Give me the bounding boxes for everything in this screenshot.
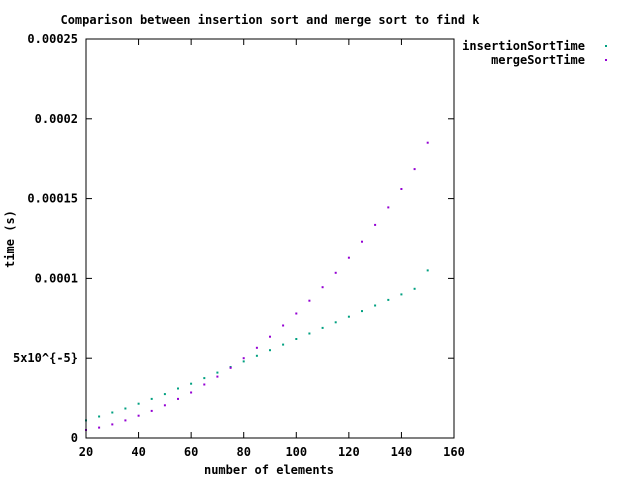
legend-swatch [605, 59, 607, 61]
data-point [163, 393, 166, 396]
chart-title: Comparison between insertion sort and me… [60, 13, 480, 27]
data-point [216, 375, 219, 378]
y-tick-label: 0.0002 [35, 112, 78, 126]
data-point [163, 404, 166, 407]
data-point [269, 335, 271, 338]
data-point [203, 383, 206, 386]
data-point [177, 387, 179, 390]
data-point [282, 324, 285, 327]
x-tick-label: 100 [285, 445, 307, 459]
data-point [255, 346, 258, 349]
data-point [203, 377, 206, 380]
data-point [295, 338, 298, 340]
data-point [321, 326, 324, 329]
data-point [426, 269, 429, 272]
data-point [137, 414, 140, 417]
data-point [255, 354, 258, 357]
data-point [190, 382, 193, 385]
data-point [150, 397, 153, 400]
x-tick-label: 20 [79, 445, 93, 459]
data-point [269, 349, 271, 352]
data-point [282, 343, 285, 346]
data-point [190, 391, 193, 394]
x-tick-label: 160 [443, 445, 465, 459]
data-point [98, 415, 101, 418]
data-point [361, 240, 363, 243]
x-tick-label: 40 [131, 445, 145, 459]
legend-label: mergeSortTime [491, 53, 585, 67]
data-point [308, 332, 311, 335]
y-tick-label: 5x10^{-5} [13, 351, 78, 365]
y-axis-ticks: 0 5x10^{-5} 0.0001 0.00015 0.0002 0.00025 [13, 32, 454, 445]
data-point [242, 360, 245, 363]
data-point [347, 315, 350, 318]
x-tick-label: 120 [338, 445, 360, 459]
x-tick-label: 140 [391, 445, 413, 459]
data-point [216, 371, 219, 374]
data-point [111, 411, 114, 414]
data-point [347, 256, 350, 259]
y-tick-label: 0.00025 [27, 32, 78, 46]
data-point [229, 366, 232, 369]
data-point [137, 402, 140, 405]
data-point [111, 423, 114, 426]
legend-swatch [605, 45, 607, 47]
x-axis-label: number of elements [204, 463, 334, 477]
data-point [334, 321, 337, 324]
data-point [321, 286, 324, 289]
y-axis-label: time (s) [3, 210, 17, 268]
data-point [308, 299, 311, 302]
y-tick-label: 0.0001 [35, 271, 78, 285]
y-tick-label: 0 [71, 431, 78, 445]
data-point [387, 206, 390, 209]
data-point [242, 357, 245, 360]
data-point [426, 141, 429, 144]
data-point [374, 304, 377, 307]
data-point [361, 310, 363, 313]
x-tick-label: 80 [236, 445, 250, 459]
data-point [150, 409, 153, 412]
data-point [124, 419, 127, 422]
x-tick-label: 60 [184, 445, 198, 459]
y-tick-label: 0.00015 [27, 192, 78, 206]
data-point [295, 312, 298, 315]
data-point [374, 223, 377, 226]
data-point [177, 397, 179, 400]
data-point [400, 293, 403, 296]
data-point [400, 188, 403, 190]
data-points [85, 141, 429, 431]
data-point [124, 407, 127, 410]
data-point [387, 298, 390, 301]
data-point [334, 271, 337, 274]
x-axis-ticks: 20 40 60 80 100 120 140 160 [79, 39, 465, 459]
series-2-points [85, 141, 429, 431]
legend-label: insertionSortTime [462, 39, 585, 53]
data-point [413, 168, 416, 171]
data-point [413, 287, 416, 290]
plot-frame [85, 38, 455, 439]
data-point [98, 426, 101, 429]
